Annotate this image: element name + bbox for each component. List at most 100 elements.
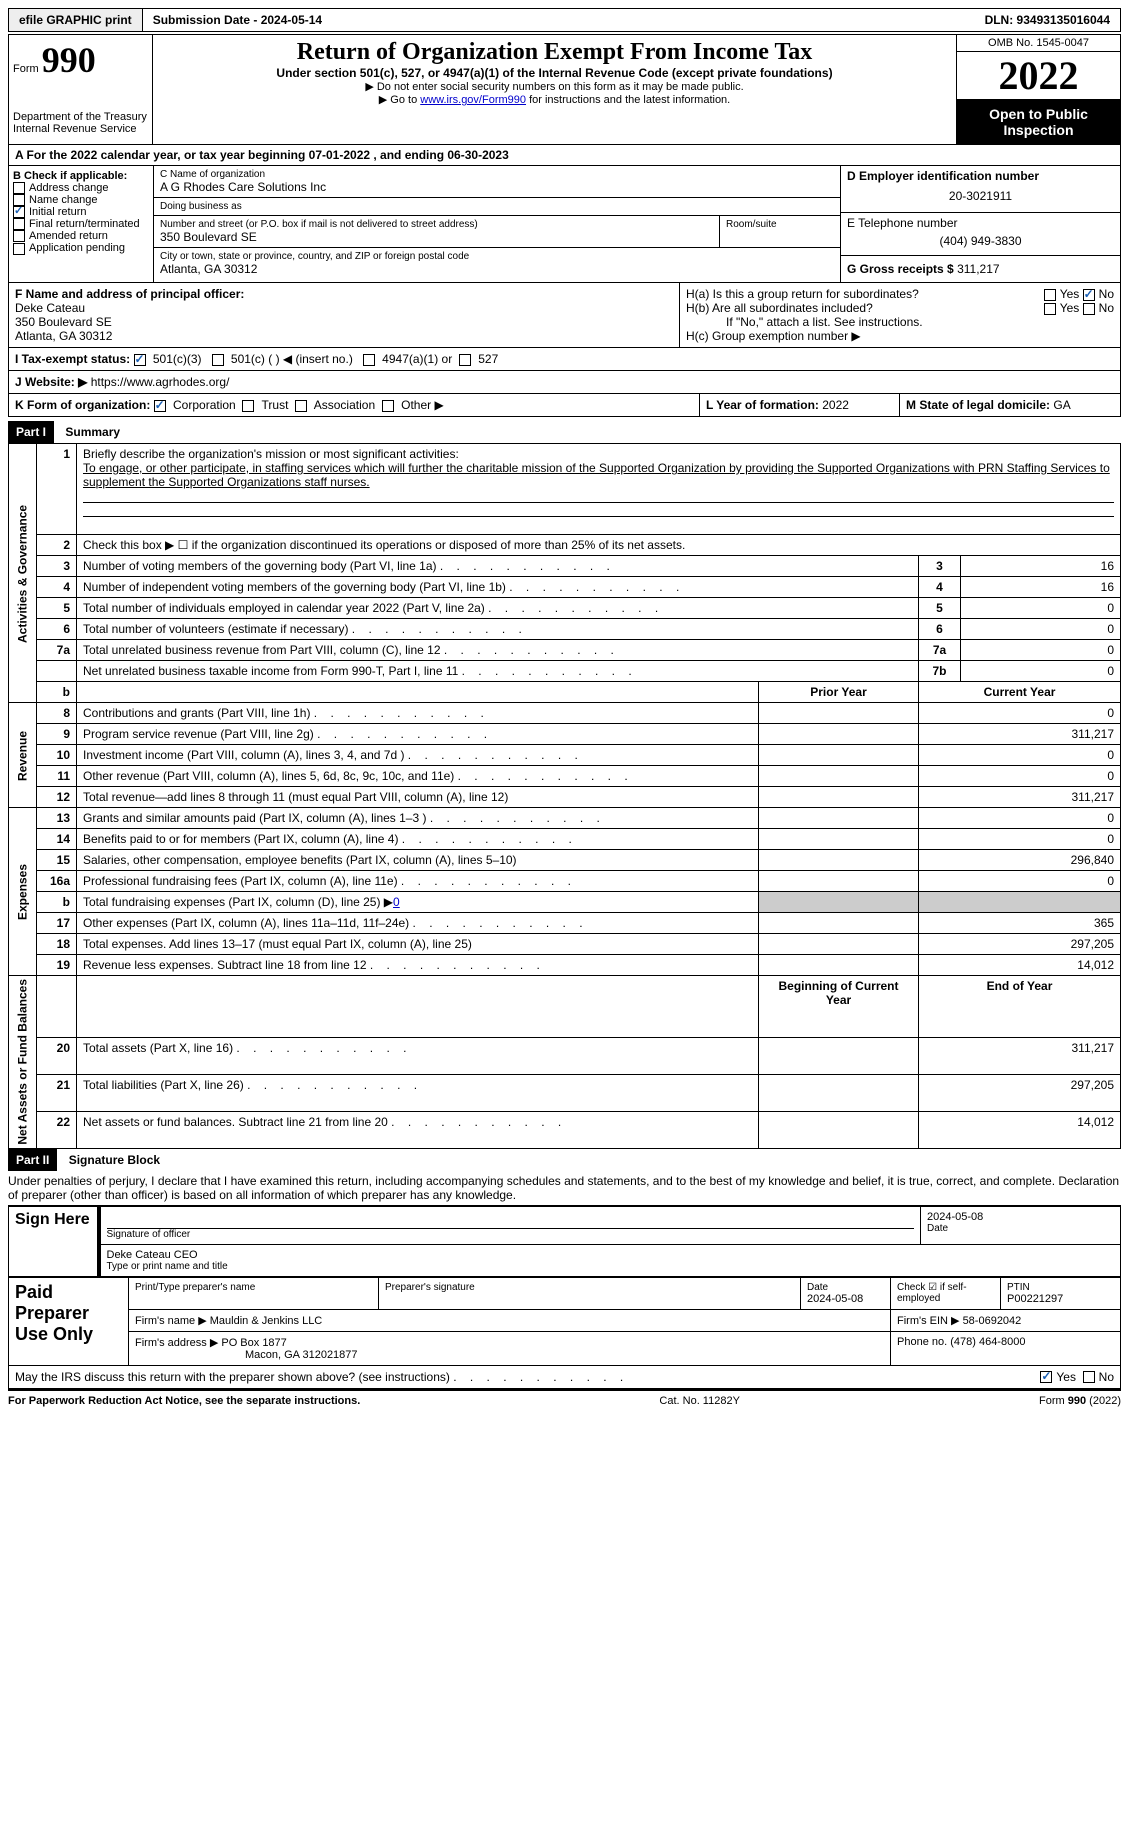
527-checkbox[interactable] <box>459 354 471 366</box>
row-i: I Tax-exempt status: 501(c)(3) 501(c) ( … <box>8 348 1121 371</box>
part1-title: Summary <box>57 421 128 443</box>
city-val: Atlanta, GA 30312 <box>160 262 834 276</box>
form-header-right: OMB No. 1545-0047 2022 Open to Public In… <box>956 34 1121 145</box>
officer-city: Atlanta, GA 30312 <box>15 329 673 343</box>
officer-label: F Name and address of principal officer: <box>15 287 673 301</box>
col-b: B Check if applicable: Address change Na… <box>9 166 154 282</box>
summary-row: 5Total number of individuals employed in… <box>9 598 1121 619</box>
501c-checkbox[interactable] <box>212 354 224 366</box>
discuss-no-checkbox[interactable] <box>1083 1371 1095 1383</box>
paperwork-notice: For Paperwork Reduction Act Notice, see … <box>8 1395 360 1407</box>
hc-label: H(c) Group exemption number ▶ <box>686 329 1114 343</box>
form-number: 990 <box>42 40 96 80</box>
form-header-left: Form 990 Department of the Treasury Inte… <box>8 34 153 145</box>
paid-preparer-label: Paid Preparer Use Only <box>9 1277 129 1365</box>
form-title: Return of Organization Exempt From Incom… <box>157 39 952 66</box>
form-subtitle: Under section 501(c), 527, or 4947(a)(1)… <box>157 66 952 80</box>
dln: DLN: 93493135016044 <box>975 9 1120 31</box>
form-footer: Form 990 (2022) <box>1039 1395 1121 1407</box>
part1-header-row: Part I Summary <box>8 421 1121 443</box>
preparer-table: Paid Preparer Use Only Print/Type prepar… <box>8 1277 1121 1366</box>
room-label: Room/suite <box>726 219 834 230</box>
city-label: City or town, state or province, country… <box>160 251 834 262</box>
discuss-yes-checkbox[interactable] <box>1040 1371 1052 1383</box>
officer-name: Deke Cateau <box>15 301 673 315</box>
irs-link[interactable]: www.irs.gov/Form990 <box>420 94 526 106</box>
final-return-checkbox[interactable] <box>13 218 25 230</box>
row-a: A For the 2022 calendar year, or tax yea… <box>8 145 1121 166</box>
gross-label: G Gross receipts $ <box>847 262 957 276</box>
hb-yes-checkbox[interactable] <box>1044 303 1056 315</box>
cat-number: Cat. No. 11282Y <box>659 1395 740 1407</box>
addr-change-checkbox[interactable] <box>13 182 25 194</box>
summary-table: Activities & Governance 1 Briefly descri… <box>8 443 1121 1149</box>
dept-label: Department of the Treasury <box>13 111 148 123</box>
ein-label: D Employer identification number <box>847 169 1114 183</box>
q1-text: To engage, or other participate, in staf… <box>83 461 1114 489</box>
gross-val: 311,217 <box>957 262 1000 276</box>
part2-header: Part II <box>8 1149 57 1171</box>
tax-year: 2022 <box>957 52 1120 100</box>
line16b-link[interactable]: 0 <box>393 895 400 909</box>
activities-label: Activities & Governance <box>9 444 37 703</box>
discuss-row: May the IRS discuss this return with the… <box>8 1366 1121 1389</box>
q1-label: Briefly describe the organization's miss… <box>83 447 1114 461</box>
net-assets-label: Net Assets or Fund Balances <box>9 976 37 1149</box>
ein-val: 20-3021911 <box>847 183 1114 209</box>
website-val: https://www.agrhodes.org/ <box>87 375 229 389</box>
col-c: C Name of organization A G Rhodes Care S… <box>154 166 840 282</box>
expenses-label: Expenses <box>9 808 37 976</box>
form-header: Form 990 Department of the Treasury Inte… <box>8 34 1121 145</box>
signature-table: Sign Here Signature of officer 2024-05-0… <box>8 1206 1121 1277</box>
hb-no-checkbox[interactable] <box>1083 303 1095 315</box>
omb-number: OMB No. 1545-0047 <box>957 35 1120 52</box>
trust-checkbox[interactable] <box>242 400 254 412</box>
corp-checkbox[interactable] <box>154 400 166 412</box>
street-val: 350 Boulevard SE <box>160 230 713 244</box>
org-name-label: C Name of organization <box>160 169 834 180</box>
col-b-title: B Check if applicable: <box>13 170 149 182</box>
summary-row: 6Total number of volunteers (estimate if… <box>9 619 1121 640</box>
row-fh: F Name and address of principal officer:… <box>8 283 1121 348</box>
top-bar: efile GRAPHIC print Submission Date - 20… <box>8 8 1121 32</box>
goto-note: ▶ Go to www.irs.gov/Form990 for instruct… <box>157 93 952 106</box>
sign-here-label: Sign Here <box>9 1206 99 1276</box>
form-label: Form <box>13 63 39 75</box>
revenue-label: Revenue <box>9 703 37 808</box>
section-bcde: B Check if applicable: Address change Na… <box>8 166 1121 283</box>
row-klm: K Form of organization: Corporation Trus… <box>8 394 1121 417</box>
q2-text: Check this box ▶ ☐ if the organization d… <box>77 535 1121 556</box>
other-checkbox[interactable] <box>382 400 394 412</box>
col-de: D Employer identification number 20-3021… <box>840 166 1120 282</box>
open-public: Open to Public Inspection <box>957 100 1120 144</box>
initial-return-checkbox[interactable] <box>13 206 25 218</box>
efile-print-button[interactable]: efile GRAPHIC print <box>9 9 143 31</box>
hb-note: If "No," attach a list. See instructions… <box>686 315 1114 329</box>
footer: For Paperwork Reduction Act Notice, see … <box>8 1389 1121 1407</box>
firm-phone: (478) 464-8000 <box>950 1336 1025 1348</box>
501c3-checkbox[interactable] <box>134 354 146 366</box>
summary-row: Net unrelated business taxable income fr… <box>9 661 1121 682</box>
firm-addr: PO Box 1877 <box>221 1337 286 1349</box>
ha-no-checkbox[interactable] <box>1083 289 1095 301</box>
assoc-checkbox[interactable] <box>295 400 307 412</box>
ha-yes-checkbox[interactable] <box>1044 289 1056 301</box>
summary-row: 3Number of voting members of the governi… <box>9 556 1121 577</box>
app-pending-checkbox[interactable] <box>13 243 25 255</box>
org-name: A G Rhodes Care Solutions Inc <box>160 180 834 194</box>
part2-title: Signature Block <box>61 1149 168 1171</box>
summary-row: 7aTotal unrelated business revenue from … <box>9 640 1121 661</box>
amended-return-checkbox[interactable] <box>13 230 25 242</box>
firm-ein: 58-0692042 <box>963 1315 1022 1327</box>
ssn-note: ▶ Do not enter social security numbers o… <box>157 80 952 93</box>
4947-checkbox[interactable] <box>363 354 375 366</box>
firm-name: Mauldin & Jenkins LLC <box>210 1315 323 1327</box>
row-j: J Website: ▶ https://www.agrhodes.org/ <box>8 371 1121 394</box>
hb-label: H(b) Are all subordinates included? <box>686 301 873 315</box>
form-header-mid: Return of Organization Exempt From Incom… <box>153 34 956 145</box>
year-formation: 2022 <box>822 398 849 412</box>
ha-label: H(a) Is this a group return for subordin… <box>686 287 919 301</box>
part1-header: Part I <box>8 421 54 443</box>
irs-label: Internal Revenue Service <box>13 123 148 135</box>
state-domicile: GA <box>1053 398 1070 412</box>
